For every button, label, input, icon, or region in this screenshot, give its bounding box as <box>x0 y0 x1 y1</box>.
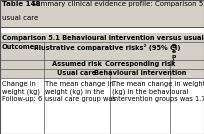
Text: The mean change in
weight (kg) in the
usual care group was: The mean change in weight (kg) in the us… <box>45 81 116 102</box>
Text: Behavioural intervention: Behavioural intervention <box>94 70 186 76</box>
Bar <box>0 0 204 27</box>
Text: B
e
p
(: B e p ( <box>172 44 176 64</box>
Bar <box>0 60 204 69</box>
Bar <box>0 42 204 60</box>
Text: Change in
weight (kg)
Follow-up: 6: Change in weight (kg) Follow-up: 6 <box>2 81 42 102</box>
Text: Usual care: Usual care <box>58 70 96 76</box>
Text: Table 148: Table 148 <box>2 1 40 7</box>
Text: Corresponding risk: Corresponding risk <box>105 61 175 67</box>
Text: The mean change in weight
(kg) in the behavioural
intervention groups was 1.7: The mean change in weight (kg) in the be… <box>112 81 204 102</box>
Text: usual care: usual care <box>2 15 38 21</box>
Bar <box>0 27 204 33</box>
Bar <box>0 33 204 42</box>
Text: Comparison 5.1 Behavioural intervention versus usual care: Comparison 5.1 Behavioural intervention … <box>2 35 204 41</box>
Text: Assumed risk: Assumed risk <box>52 61 102 67</box>
Text: Illustrative comparative risks² (95% CI): Illustrative comparative risks² (95% CI) <box>34 44 180 51</box>
Bar <box>0 69 204 78</box>
Text: Outcomes: Outcomes <box>2 44 39 50</box>
Bar <box>0 78 204 134</box>
Text: Summary clinical evidence profile: Comparison 5.1 Behavioural intervention versu: Summary clinical evidence profile: Compa… <box>25 1 204 7</box>
